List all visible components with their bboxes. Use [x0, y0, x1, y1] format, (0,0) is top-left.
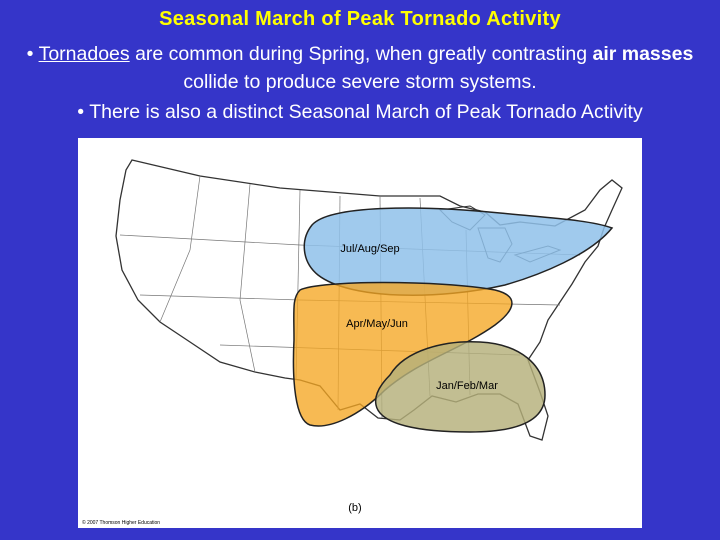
region-label: Jan/Feb/Mar: [436, 380, 498, 392]
region-jul-aug-sep: [303, 207, 614, 296]
credit: © 2007 Thomson Higher Education: [82, 519, 160, 526]
bullet: • Tornadoes are common during Spring, wh…: [26, 43, 694, 93]
text: are common during Spring, when greatly c…: [129, 43, 593, 65]
text: air masses: [592, 43, 694, 65]
region-label: Jul/Aug/Sep: [340, 243, 399, 255]
region-label: Apr/May/Jun: [346, 318, 408, 330]
text: There is also a distinct Seasonal March …: [89, 101, 643, 123]
slide-title: Seasonal March of Peak Tornado Activity: [159, 8, 561, 30]
text: Tornadoes: [38, 43, 130, 65]
caption: (b): [348, 502, 361, 514]
bullet: • There is also a distinct Seasonal Marc…: [77, 101, 643, 123]
region-jan-feb-mar: [374, 341, 546, 433]
text: collide to produce severe storm systems.: [183, 71, 537, 93]
